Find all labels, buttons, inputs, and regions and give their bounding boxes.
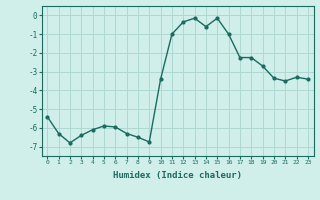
- X-axis label: Humidex (Indice chaleur): Humidex (Indice chaleur): [113, 171, 242, 180]
